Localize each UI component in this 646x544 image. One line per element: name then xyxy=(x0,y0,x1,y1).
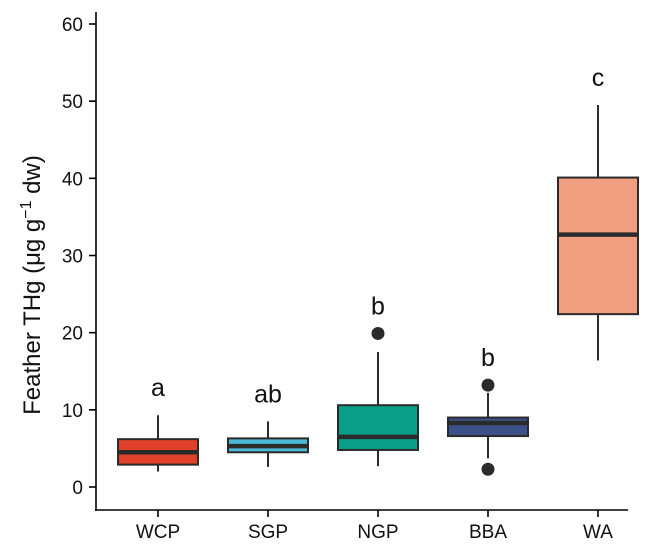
y-axis-label-main: Feather THg (μg g xyxy=(19,219,46,415)
iqr-box xyxy=(447,416,529,438)
outlier-point xyxy=(481,378,495,392)
box-sgp: ab xyxy=(227,380,309,467)
y-axis-label-unit: dw) xyxy=(19,155,46,200)
significance-label: b xyxy=(371,292,385,320)
significance-label: c xyxy=(592,64,605,92)
outlier-point xyxy=(481,462,495,476)
x-tick-label: NGP xyxy=(357,522,398,543)
y-axis-ticks: 0 10 20 30 40 50 60 xyxy=(62,15,96,499)
y-tick-label: 60 xyxy=(62,15,83,36)
boxes-group: a ab b b c xyxy=(117,64,639,476)
iqr-box xyxy=(557,176,639,316)
x-axis-ticks: WCP SGP NGP BBA WA xyxy=(136,510,613,543)
box-ngp: b xyxy=(337,292,419,467)
x-tick-label: BBA xyxy=(469,522,507,543)
x-tick-label: SGP xyxy=(248,522,288,543)
outlier-point xyxy=(371,326,385,340)
iqr-box xyxy=(337,404,419,451)
box-wa: c xyxy=(557,64,639,361)
y-tick-label: 0 xyxy=(72,478,83,499)
box-bba: b xyxy=(447,344,529,476)
x-tick-label: WCP xyxy=(136,522,180,543)
y-tick-label: 50 xyxy=(62,92,83,113)
significance-label: ab xyxy=(254,380,282,408)
y-tick-label: 20 xyxy=(62,324,83,345)
significance-label: a xyxy=(151,374,165,402)
y-tick-label: 30 xyxy=(62,247,83,268)
y-tick-label: 10 xyxy=(62,401,83,422)
y-tick-label: 40 xyxy=(62,169,83,190)
y-axis-label-superscript: −1 xyxy=(18,200,35,218)
significance-label: b xyxy=(481,344,495,372)
box-wcp: a xyxy=(117,374,199,472)
x-tick-label: WA xyxy=(583,522,613,543)
y-axis-label: Feather THg (μg g−1 dw) xyxy=(18,155,46,415)
